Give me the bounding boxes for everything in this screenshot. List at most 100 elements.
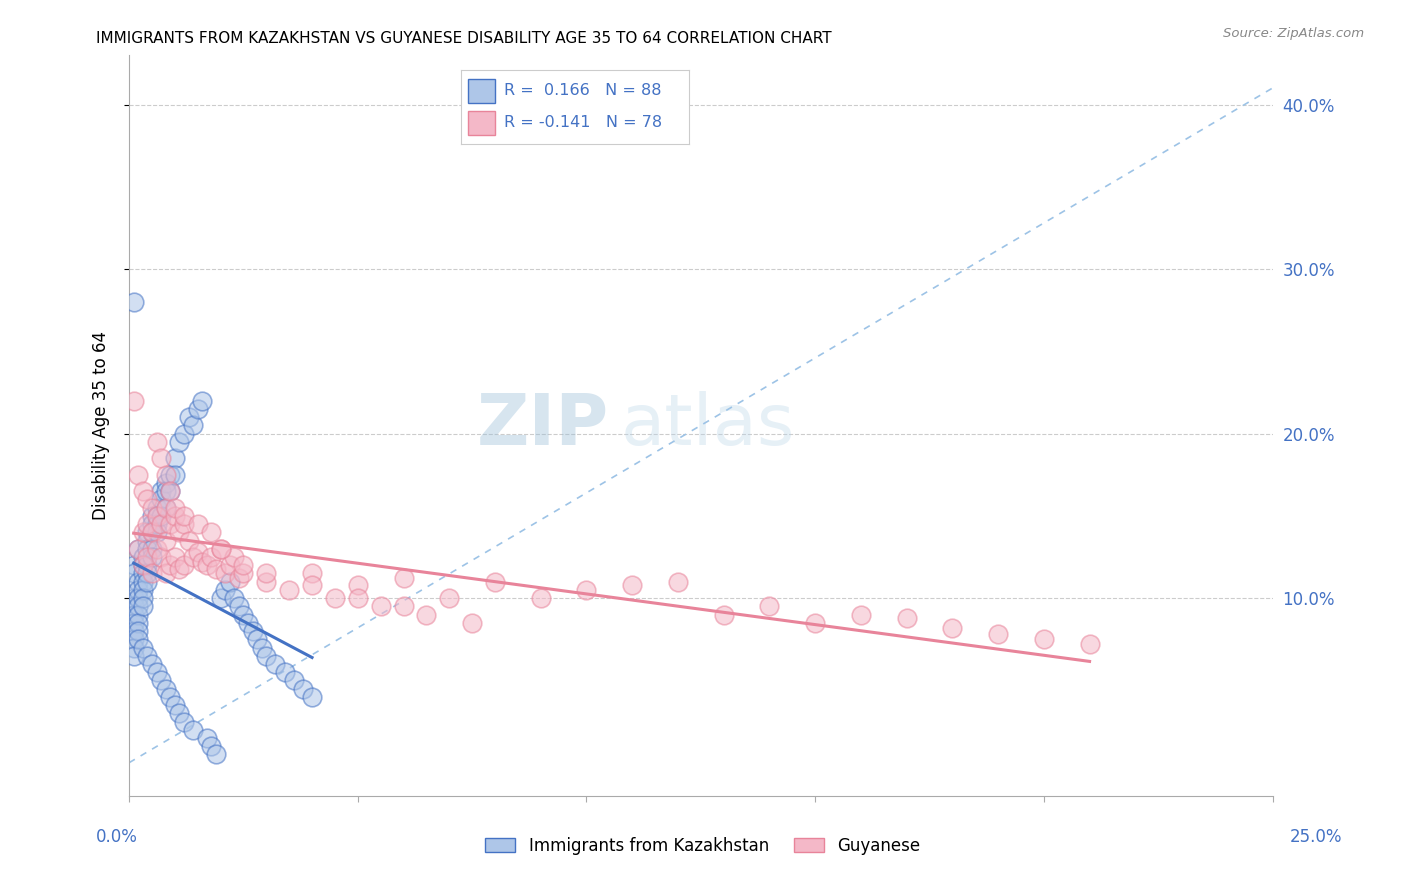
- Point: [145, 508, 167, 523]
- Point: [181, 723, 204, 737]
- Point: [136, 541, 159, 556]
- Point: [127, 615, 149, 630]
- Point: [132, 591, 155, 606]
- Point: [214, 566, 236, 581]
- Point: [132, 640, 155, 655]
- Point: [173, 508, 195, 523]
- Point: [155, 475, 177, 490]
- Point: [1032, 632, 1054, 647]
- Point: [283, 673, 305, 688]
- Point: [159, 558, 181, 573]
- Point: [150, 492, 173, 507]
- Point: [291, 681, 314, 696]
- Point: [159, 690, 181, 704]
- Point: [713, 607, 735, 622]
- Point: [250, 640, 273, 655]
- Point: [896, 611, 918, 625]
- Point: [145, 665, 167, 680]
- Point: [191, 555, 214, 569]
- Point: [301, 566, 323, 581]
- Point: [127, 599, 149, 614]
- Point: [163, 549, 186, 564]
- Point: [122, 393, 145, 408]
- Point: [392, 599, 415, 614]
- Point: [122, 624, 145, 638]
- Point: [159, 467, 181, 482]
- Point: [141, 500, 163, 515]
- Point: [191, 393, 214, 408]
- Point: [150, 484, 173, 499]
- Point: [155, 484, 177, 499]
- Point: [228, 571, 250, 585]
- Point: [849, 607, 872, 622]
- Point: [127, 607, 149, 622]
- Text: Source: ZipAtlas.com: Source: ZipAtlas.com: [1223, 27, 1364, 40]
- Point: [278, 582, 301, 597]
- Point: [122, 640, 145, 655]
- Point: [224, 549, 246, 564]
- Point: [301, 690, 323, 704]
- Point: [145, 434, 167, 449]
- Point: [150, 517, 173, 532]
- Point: [122, 632, 145, 647]
- Point: [141, 508, 163, 523]
- Point: [155, 467, 177, 482]
- Point: [145, 541, 167, 556]
- Point: [228, 599, 250, 614]
- Point: [173, 517, 195, 532]
- Point: [254, 648, 277, 663]
- Point: [159, 517, 181, 532]
- Point: [264, 657, 287, 671]
- Y-axis label: Disability Age 35 to 64: Disability Age 35 to 64: [93, 331, 110, 520]
- Point: [136, 517, 159, 532]
- Point: [218, 574, 240, 589]
- Point: [150, 508, 173, 523]
- Point: [181, 549, 204, 564]
- Point: [173, 426, 195, 441]
- Point: [122, 648, 145, 663]
- Point: [484, 574, 506, 589]
- Point: [163, 467, 186, 482]
- Point: [1078, 637, 1101, 651]
- Point: [169, 525, 191, 540]
- Point: [127, 591, 149, 606]
- Point: [209, 541, 232, 556]
- Point: [163, 451, 186, 466]
- Point: [254, 566, 277, 581]
- Point: [173, 714, 195, 729]
- Point: [804, 615, 827, 630]
- Point: [141, 525, 163, 540]
- Point: [370, 599, 392, 614]
- Point: [575, 582, 598, 597]
- Point: [155, 533, 177, 548]
- Legend: Immigrants from Kazakhstan, Guyanese: Immigrants from Kazakhstan, Guyanese: [479, 830, 927, 862]
- Point: [132, 549, 155, 564]
- Point: [141, 541, 163, 556]
- Point: [136, 566, 159, 581]
- Point: [461, 615, 484, 630]
- Point: [127, 541, 149, 556]
- Point: [163, 500, 186, 515]
- Point: [122, 566, 145, 581]
- Point: [155, 500, 177, 515]
- Point: [439, 591, 461, 606]
- Point: [127, 632, 149, 647]
- Point: [155, 566, 177, 581]
- Point: [232, 558, 254, 573]
- Point: [150, 451, 173, 466]
- Point: [530, 591, 553, 606]
- Point: [200, 739, 222, 754]
- Point: [122, 295, 145, 310]
- Point: [122, 591, 145, 606]
- Point: [132, 558, 155, 573]
- Point: [392, 571, 415, 585]
- Point: [181, 418, 204, 433]
- Point: [127, 467, 149, 482]
- Point: [232, 607, 254, 622]
- Point: [150, 549, 173, 564]
- Point: [346, 578, 368, 592]
- Text: atlas: atlas: [621, 391, 796, 460]
- Point: [136, 533, 159, 548]
- Point: [254, 574, 277, 589]
- Point: [169, 561, 191, 575]
